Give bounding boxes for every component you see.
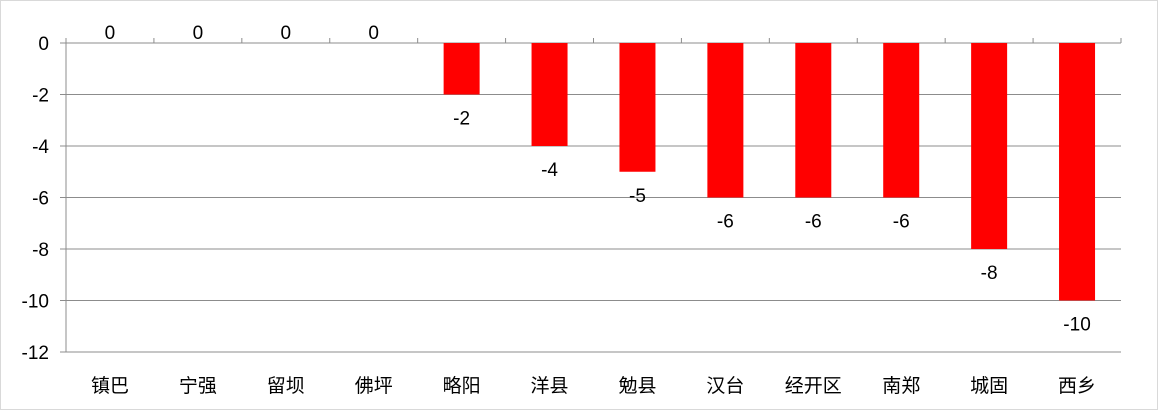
data-label: 0 (281, 23, 292, 44)
bar-11 (971, 43, 1008, 249)
category-label: 略阳 (443, 375, 481, 397)
data-label: -10 (1063, 315, 1090, 336)
category-label: 留坝 (267, 375, 305, 397)
data-label: -5 (629, 186, 646, 207)
data-label: 0 (368, 23, 379, 44)
gridlines (66, 42, 1121, 353)
bar-6 (531, 43, 568, 146)
category-label: 西乡 (1058, 375, 1096, 397)
category-label: 城固 (970, 375, 1008, 397)
bars (443, 43, 1096, 301)
bar-7 (619, 43, 656, 172)
axes (60, 38, 1122, 353)
category-label: 洋县 (531, 375, 569, 397)
y-tick-label: -12 (22, 343, 49, 364)
y-tick-label: -10 (22, 292, 49, 313)
y-tick-label: -6 (32, 189, 49, 210)
category-label: 宁强 (179, 375, 217, 397)
bar-8 (707, 43, 744, 198)
bar-9 (795, 43, 832, 198)
bar-5 (443, 43, 480, 95)
category-label: 经开区 (785, 375, 842, 397)
data-label: -6 (805, 212, 822, 233)
category-label: 勉县 (618, 375, 656, 397)
category-label: 汉台 (706, 375, 744, 397)
data-label: -6 (717, 212, 734, 233)
y-tick-label: -4 (32, 137, 49, 158)
data-label: -8 (981, 263, 998, 284)
bar-12 (1059, 43, 1096, 301)
y-tick-label: 0 (38, 34, 49, 55)
category-label: 镇巴 (91, 375, 129, 397)
category-label: 南郑 (882, 375, 920, 397)
data-label: 0 (105, 23, 116, 44)
category-label: 佛坪 (355, 375, 393, 397)
data-label: 0 (193, 23, 204, 44)
y-tick-label: -2 (32, 86, 49, 107)
bar-10 (883, 43, 920, 198)
labels: 0 -2 -4 -6 -8 -10 -12 0 镇巴 0 宁强 0 留坝 0 佛坪 -2 略阳 -4 洋县 -5 勉县 -… (22, 23, 1097, 397)
y-tick-label: -8 (32, 240, 49, 261)
data-label: -6 (893, 212, 910, 233)
data-label: -2 (453, 109, 470, 130)
data-label: -4 (541, 160, 558, 181)
